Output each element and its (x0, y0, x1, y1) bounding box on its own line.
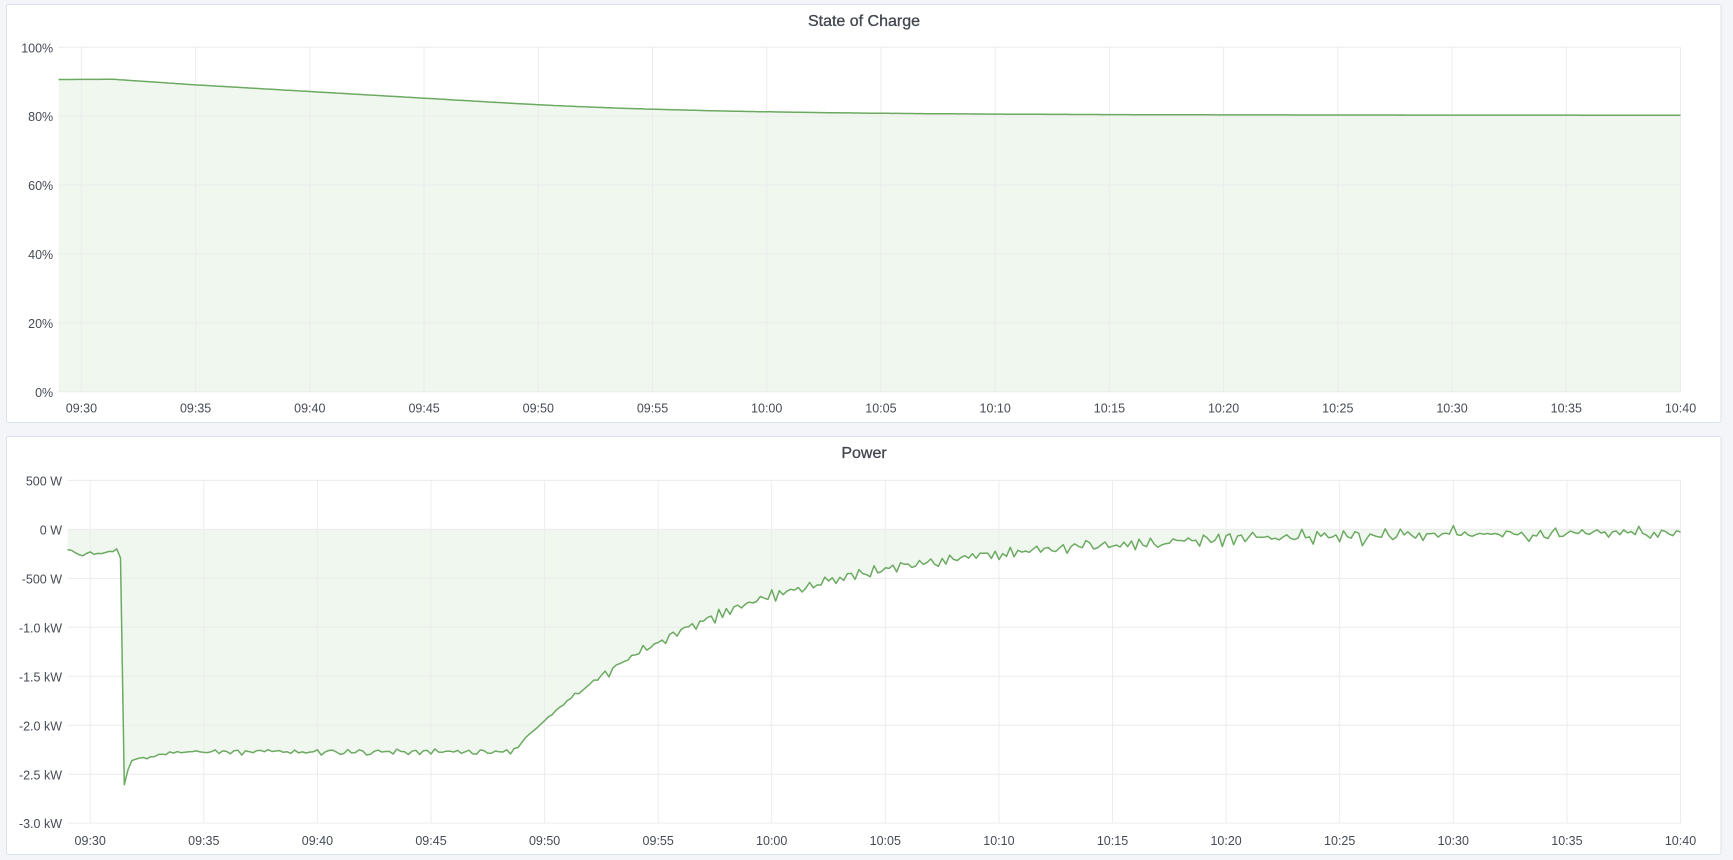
svg-text:09:30: 09:30 (75, 834, 106, 848)
svg-text:20%: 20% (28, 317, 53, 331)
svg-text:09:30: 09:30 (66, 402, 97, 416)
svg-text:10:05: 10:05 (870, 834, 901, 848)
svg-text:09:40: 09:40 (294, 402, 325, 416)
svg-text:09:55: 09:55 (643, 834, 674, 848)
svg-text:10:15: 10:15 (1094, 402, 1125, 416)
svg-text:10:10: 10:10 (983, 834, 1014, 848)
svg-text:40%: 40% (28, 248, 53, 262)
svg-text:09:45: 09:45 (415, 834, 446, 848)
svg-text:09:50: 09:50 (523, 402, 554, 416)
svg-text:60%: 60% (28, 179, 53, 193)
svg-text:500 W: 500 W (26, 475, 62, 489)
svg-text:-500 W: -500 W (22, 573, 62, 587)
svg-text:10:30: 10:30 (1436, 402, 1467, 416)
svg-text:0 W: 0 W (40, 524, 62, 538)
svg-text:09:35: 09:35 (188, 834, 219, 848)
svg-text:-2.0 kW: -2.0 kW (19, 719, 62, 733)
svg-text:10:25: 10:25 (1322, 402, 1353, 416)
svg-text:0%: 0% (35, 386, 53, 400)
svg-text:-3.0 kW: -3.0 kW (19, 817, 62, 831)
svg-text:10:40: 10:40 (1665, 402, 1696, 416)
svg-text:-2.5 kW: -2.5 kW (19, 768, 62, 782)
svg-text:09:40: 09:40 (302, 834, 333, 848)
svg-text:10:10: 10:10 (980, 402, 1011, 416)
svg-text:10:40: 10:40 (1665, 834, 1696, 848)
svg-text:10:30: 10:30 (1438, 834, 1469, 848)
svg-text:09:50: 09:50 (529, 834, 560, 848)
svg-text:80%: 80% (28, 110, 53, 124)
svg-text:-1.5 kW: -1.5 kW (19, 670, 62, 684)
svg-text:10:00: 10:00 (751, 402, 782, 416)
svg-text:09:35: 09:35 (180, 402, 211, 416)
svg-text:10:35: 10:35 (1551, 402, 1582, 416)
svg-text:10:05: 10:05 (865, 402, 896, 416)
svg-text:100%: 100% (21, 41, 53, 55)
svg-text:09:55: 09:55 (637, 402, 668, 416)
svg-text:10:00: 10:00 (756, 834, 787, 848)
svg-text:-1.0 kW: -1.0 kW (19, 621, 62, 635)
svg-text:09:45: 09:45 (408, 402, 439, 416)
svg-text:10:25: 10:25 (1324, 834, 1355, 848)
svg-text:10:20: 10:20 (1210, 834, 1241, 848)
svg-text:10:35: 10:35 (1551, 834, 1582, 848)
svg-text:Power: Power (841, 445, 887, 462)
svg-text:10:20: 10:20 (1208, 402, 1239, 416)
svg-text:State of Charge: State of Charge (808, 13, 920, 30)
svg-text:10:15: 10:15 (1097, 834, 1128, 848)
